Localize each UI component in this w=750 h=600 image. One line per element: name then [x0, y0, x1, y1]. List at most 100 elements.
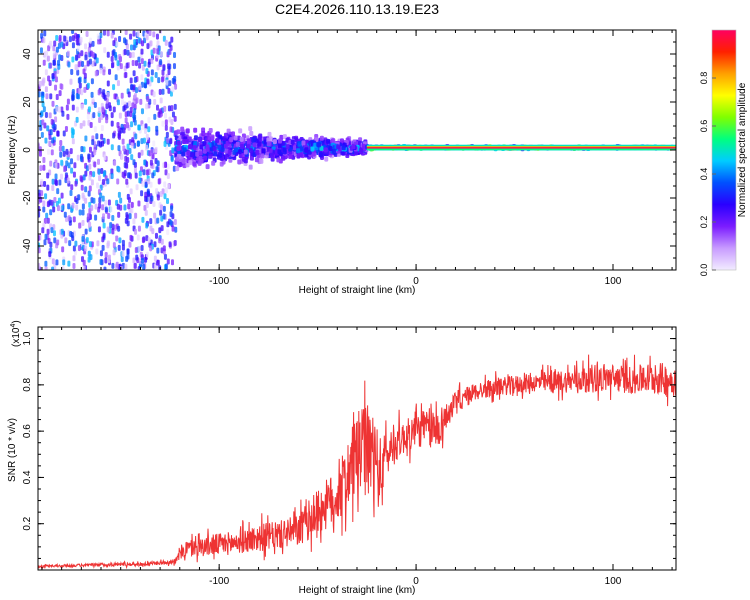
spectrogram-cell	[130, 44, 134, 51]
spectrogram-cell	[249, 130, 254, 136]
spectrogram-cell	[97, 168, 101, 175]
spectrogram-cell	[120, 256, 124, 263]
spectrogram-cell	[102, 222, 106, 229]
spectrogram-cell	[125, 255, 129, 262]
snr-y-tick-label: 0.6	[22, 424, 33, 438]
spectrogram-cell	[82, 68, 86, 75]
spectrogram-cell	[171, 147, 175, 154]
spectrogram-cell	[110, 173, 114, 180]
spectrogram-cell	[70, 184, 74, 191]
spectrogram-cell	[44, 86, 48, 93]
spectrogram-cell	[144, 123, 148, 130]
spectrogram-cell	[61, 266, 65, 270]
spectrogram-panel: -100 0 100 -40 -20 0 20 40 Height of straight l…	[7, 29, 677, 296]
spectrogram-cell	[84, 135, 88, 142]
spectrogram-cell	[96, 33, 100, 40]
spectrogram-cell	[139, 98, 143, 105]
spectrogram-cell	[48, 251, 52, 258]
spectrogram-cell	[42, 77, 46, 84]
spectrogram-cell	[48, 199, 52, 206]
spectrogram-cell	[38, 150, 42, 157]
spectrogram-cell	[130, 121, 134, 128]
spectrogram-cell	[70, 167, 74, 174]
spectrogram-cell	[136, 30, 140, 37]
snr-series	[38, 354, 676, 570]
spectrogram-cell	[248, 148, 253, 154]
spectrogram-cell	[116, 178, 120, 185]
spectrogram-cell	[163, 112, 167, 119]
spectrogram-cell	[46, 172, 50, 179]
spectrogram-cell	[54, 162, 58, 169]
spectrogram-cell	[124, 217, 128, 224]
spectrogram-cell	[131, 60, 135, 67]
spectrogram-cell	[162, 245, 166, 252]
spectrogram-cell	[229, 137, 234, 143]
colorbar-tick-label: 0.8	[699, 72, 709, 85]
spectrogram-cell	[144, 209, 148, 216]
spectrogram-cell	[70, 158, 74, 165]
spectrogram-cell	[77, 194, 81, 201]
spectrogram-cell	[86, 60, 90, 67]
spectrogram-cell	[175, 156, 180, 162]
spectrogram-cell	[270, 156, 275, 162]
spectrogram-cell	[235, 141, 240, 147]
spectrogram-cell	[140, 244, 144, 251]
spectrogram-cell	[72, 255, 76, 262]
spectrogram-cell	[259, 158, 264, 164]
spectrogram-cell	[101, 244, 105, 251]
spectrogram-cell	[169, 126, 173, 133]
spectrogram-cell	[123, 37, 127, 44]
spectrogram-cell	[85, 30, 89, 37]
spectrogram-cell	[47, 140, 51, 147]
spectrogram-cell	[84, 43, 88, 50]
spectrogram-cell	[155, 188, 159, 195]
spectrogram-cell	[100, 133, 104, 140]
spectrogram-cell	[190, 152, 195, 158]
spectrogram-cell	[143, 204, 147, 211]
spectrogram-cell	[112, 84, 116, 91]
spectrogram-cell	[230, 131, 235, 137]
spectrogram-cell	[87, 153, 91, 160]
spectrogram-cell	[164, 162, 168, 169]
colorbar-gradient	[712, 30, 736, 270]
spectrogram-cell	[156, 48, 160, 55]
spectrogram-cell	[158, 227, 162, 234]
snr-y-multiplier-close: )	[11, 320, 22, 323]
spectrogram-cell	[110, 120, 114, 127]
spectrogram-cell	[146, 188, 150, 195]
spectrogram-cell	[281, 140, 286, 146]
spectrogram-cell	[157, 178, 161, 185]
spectrogram-cell	[125, 62, 129, 69]
spectrogram-cell	[145, 68, 149, 75]
spectrogram-cell	[111, 215, 115, 222]
spectrogram-cell	[145, 202, 149, 209]
spectrogram-cell	[64, 126, 68, 133]
spectrogram-cell	[254, 157, 259, 163]
spectrogram-cell	[266, 141, 271, 147]
spectrogram-cell	[69, 78, 73, 85]
snr-y-tick-label: 1.0	[22, 331, 33, 345]
spectrogram-cell	[178, 161, 183, 167]
spectrogram-cell	[137, 245, 141, 252]
spectrogram-cell	[163, 181, 167, 188]
spectrogram-line-mid2	[366, 148, 676, 150]
spectrogram-cell	[73, 162, 77, 169]
spectrogram-cell	[90, 179, 94, 186]
spectrogram-cell	[180, 126, 185, 132]
spectrogram-cell	[133, 76, 137, 83]
spectrogram-cell	[170, 36, 174, 43]
spectrogram-cell	[144, 256, 148, 263]
spectrogram-cell	[95, 248, 99, 255]
spectrogram-cell	[117, 244, 121, 251]
spectrogram-cell	[55, 106, 59, 113]
spectrogram-cell	[193, 141, 198, 147]
spectrogram-cell	[140, 58, 144, 65]
spectrogram-cell	[94, 203, 98, 210]
spectrogram-cell	[161, 88, 165, 95]
spectrogram-cell	[218, 134, 223, 140]
spectrogram-cell	[114, 54, 118, 61]
spectrogram-cell	[134, 87, 138, 94]
spectrogram-cell	[71, 104, 75, 111]
spectrogram-cell	[138, 177, 142, 184]
spectrogram-cell	[42, 106, 46, 113]
